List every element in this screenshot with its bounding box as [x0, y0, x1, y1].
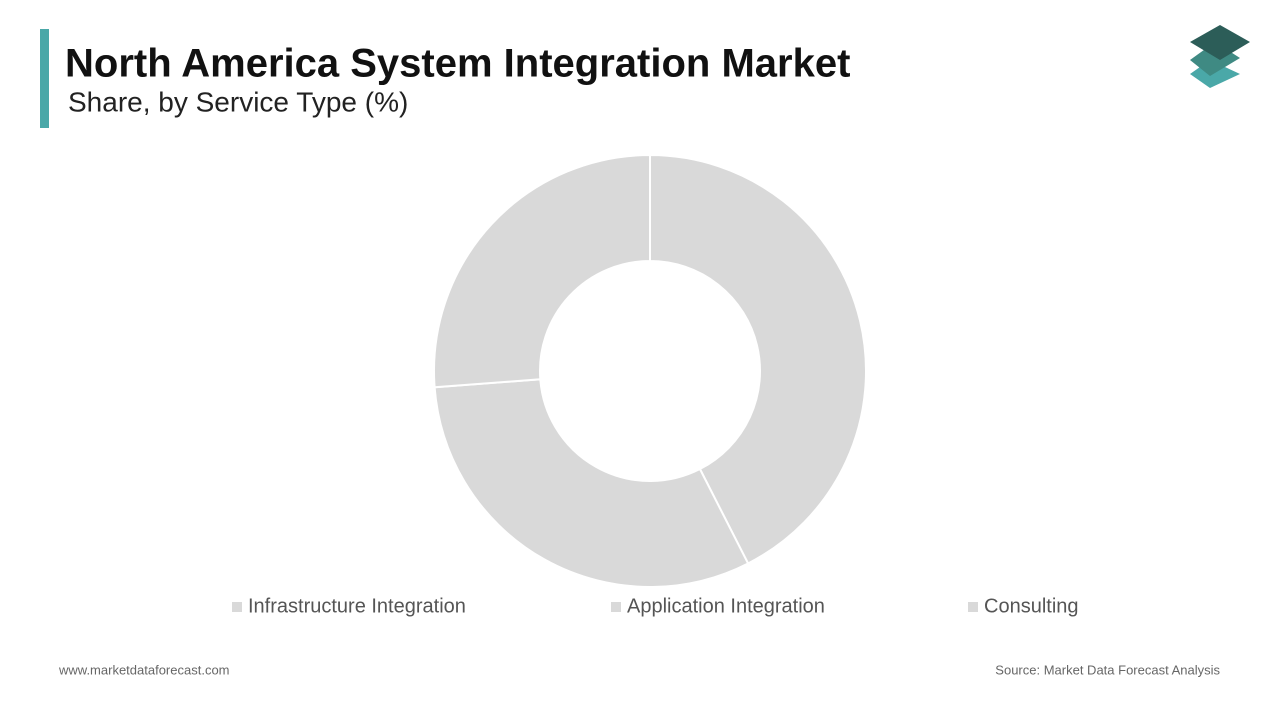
slice [433, 378, 750, 588]
slice [649, 153, 867, 565]
title-accent [40, 29, 49, 128]
legend-marker [232, 602, 242, 612]
slice [433, 153, 651, 389]
logo [1190, 25, 1250, 88]
chart-subtitle: Share, by Service Type (%) [68, 86, 408, 117]
chart-title: North America System Integration Market [65, 42, 850, 86]
legend-label: Consulting [984, 595, 1079, 617]
footer-website: www.marketdataforecast.com [58, 662, 230, 677]
legend-marker [968, 602, 978, 612]
legend-marker [611, 602, 621, 612]
legend-label: Infrastructure Integration [248, 595, 466, 617]
legend-label: Application Integration [627, 595, 825, 617]
footer-source: Source: Market Data Forecast Analysis [995, 662, 1220, 677]
